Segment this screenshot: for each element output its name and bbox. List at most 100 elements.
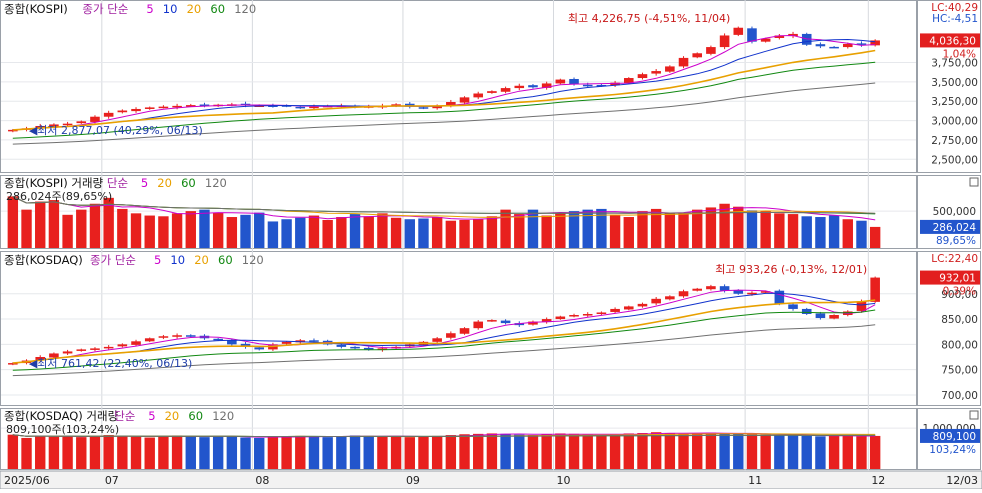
kospi-price-candle-body [582, 84, 593, 87]
kosdaq-price-candle-body [829, 315, 839, 319]
kospi-volume-bar [787, 214, 799, 248]
kosdaq-volume-bar [349, 435, 361, 469]
kosdaq-volume-bar [664, 433, 676, 469]
kospi-volume-bar [117, 208, 128, 248]
kosdaq-volume-bar [212, 436, 224, 469]
kosdaq-price-ma60-line [12, 309, 876, 371]
kosdaq-volume-bar [103, 435, 114, 469]
kosdaq-volume-close-icon[interactable] [969, 410, 979, 420]
kospi-volume-bar [568, 211, 580, 248]
kospi-price-candle-body [432, 105, 442, 109]
kosdaq-volume-bar [787, 435, 799, 469]
kospi-volume-close-icon[interactable] [969, 177, 979, 187]
kospi-volume-bar [514, 214, 525, 248]
kospi-volume-bar [363, 216, 374, 248]
kospi-price-candle-body [760, 38, 771, 42]
kosdaq-volume-title: 종합(KOSDAQ) 거래량 [4, 409, 119, 423]
kospi-volume-bar [828, 215, 840, 248]
kospi-price-candle-body [541, 83, 552, 88]
kospi-volume-bar [623, 217, 634, 248]
kospi-price-hc-label: HC:-4,51 [932, 13, 978, 25]
kosdaq-volume-bar [267, 436, 279, 469]
kospi-volume-bar [89, 203, 101, 248]
kospi-volume-current-box [920, 219, 980, 234]
kospi-price-candle-body [692, 53, 703, 58]
kosdaq-price-candle-body [254, 347, 265, 350]
kosdaq-price-current-box [920, 270, 980, 285]
kospi-volume-top-label: 286,024주(89,65%) [6, 190, 112, 203]
x-axis-label: 12 [871, 474, 885, 487]
kosdaq-volume-bar [363, 435, 374, 469]
kospi-volume-bar [719, 203, 730, 248]
kospi-volume-bar [336, 217, 347, 248]
kosdaq-volume-bar [623, 433, 634, 469]
kosdaq-volume-bar [130, 436, 142, 469]
kosdaq-price-candle-body [637, 303, 648, 307]
kosdaq-volume-bar [637, 433, 648, 469]
kosdaq-price-title: 종합(KOSDAQ) [4, 253, 83, 267]
kospi-price-candle-body [418, 107, 429, 109]
kosdaq-price-candle-body [446, 333, 456, 338]
kospi-price-candle-body [733, 27, 744, 35]
kosdaq-volume-bar [774, 435, 785, 469]
kospi-price-current-box [920, 33, 980, 48]
kosdaq-price-candle-body [678, 291, 689, 297]
kosdaq-price-candle-body [459, 328, 470, 334]
kosdaq-price-y-tick: 900,00 [941, 289, 978, 301]
kospi-price-candle-body [719, 35, 730, 48]
kosdaq-price-candle-body [760, 291, 771, 293]
kospi-volume-bar [212, 212, 224, 248]
x-axis-label: 10 [557, 474, 571, 487]
kospi-price-candle-body [788, 33, 798, 37]
kospi-volume-bar [459, 219, 470, 248]
kospi-volume-bar [7, 196, 19, 248]
kosdaq-price-ma-label: 종가 단순 [90, 253, 136, 267]
kospi-price-candle-body [555, 79, 566, 84]
kosdaq-volume-bar [733, 433, 744, 469]
kosdaq-volume-bar [62, 435, 73, 469]
kospi-volume-bar [473, 219, 484, 248]
kosdaq-volume-bar [842, 435, 853, 469]
kosdaq-volume-bar [486, 433, 498, 469]
kosdaq-price-candle-body [213, 338, 223, 341]
kosdaq-price-candle-body [747, 292, 757, 295]
kosdaq-price-y-tick: 700,00 [941, 390, 978, 402]
kosdaq-price-candle-body [90, 348, 100, 350]
kospi-volume-bar [445, 220, 457, 248]
kospi-price-candle-body [815, 44, 826, 47]
kosdaq-volume-bar [678, 433, 689, 469]
kospi-volume-bar [295, 217, 306, 248]
kosdaq-price-ma20-legend: 20 [194, 253, 209, 267]
kosdaq-price-y-tick: 750,00 [941, 365, 978, 377]
kospi-price-candle-body [500, 88, 511, 92]
kospi-volume-bar [226, 217, 238, 248]
kosdaq-price-candle-body [363, 347, 374, 350]
kospi-price-candle-body [706, 47, 716, 54]
kospi-price-y-tick: 3,250,00 [931, 96, 978, 108]
kospi-price-candle-body [309, 106, 319, 109]
kospi-price-candle-body [747, 28, 757, 42]
kosdaq-price-candle-body [788, 304, 798, 309]
kosdaq-volume-bar [308, 436, 320, 469]
kospi-volume-bar [486, 216, 498, 248]
kospi-price-ma10-legend: 10 [163, 2, 178, 16]
kospi-price-candle-body [172, 105, 182, 108]
kospi-volume-bar [158, 216, 169, 248]
panel-3-frame [0, 251, 917, 406]
kosdaq-volume-bar [48, 436, 60, 469]
panel-1-axis [917, 0, 981, 173]
kosdaq-volume-bar [76, 437, 87, 469]
kospi-price-candle-body [665, 66, 675, 72]
kospi-price-candle-body [610, 82, 620, 86]
x-axis-label: 07 [105, 474, 119, 487]
kosdaq-price-candle-body [870, 277, 880, 302]
kospi-volume-bar [130, 213, 142, 248]
kospi-volume-bar [733, 206, 744, 248]
kosdaq-volume-bar [7, 434, 19, 469]
kospi-price-candle-body [473, 93, 484, 98]
kospi-price-candle-body [199, 104, 210, 107]
kospi-volume-bar [103, 197, 114, 248]
kospi-price-candle-body [678, 57, 689, 67]
kosdaq-volume-bar [35, 435, 46, 469]
